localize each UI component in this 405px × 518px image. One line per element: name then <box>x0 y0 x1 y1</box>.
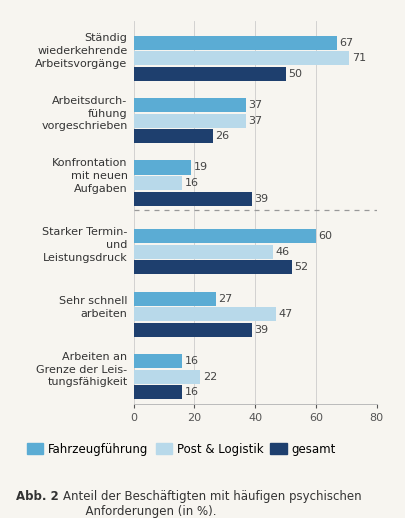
Bar <box>134 192 252 206</box>
Text: Arbeitsdurch-
fühung
vorgeschrieben: Arbeitsdurch- fühung vorgeschrieben <box>41 96 128 132</box>
Bar <box>134 323 252 337</box>
Bar <box>134 161 192 175</box>
Bar <box>134 245 273 259</box>
Bar <box>134 229 316 243</box>
Text: 37: 37 <box>248 116 262 126</box>
Text: 46: 46 <box>276 247 290 257</box>
Bar <box>134 113 246 127</box>
Text: 39: 39 <box>254 194 269 204</box>
Text: 16: 16 <box>185 387 199 397</box>
Text: 26: 26 <box>215 131 229 141</box>
Text: Ständig
wiederkehrende
Arbeitsvorgänge: Ständig wiederkehrende Arbeitsvorgänge <box>35 33 128 69</box>
Bar <box>134 67 286 81</box>
Text: 39: 39 <box>254 325 269 335</box>
Bar <box>134 36 337 50</box>
Text: 27: 27 <box>218 294 232 304</box>
Text: Arbeiten an
Grenze der Leis-
tungsfähigkeit: Arbeiten an Grenze der Leis- tungsfähigk… <box>36 352 128 387</box>
Text: 52: 52 <box>294 263 308 272</box>
Text: 50: 50 <box>288 69 302 79</box>
Bar <box>134 176 182 190</box>
Text: Konfrontation
mit neuen
Aufgaben: Konfrontation mit neuen Aufgaben <box>52 159 128 194</box>
Text: Abb. 2: Abb. 2 <box>16 490 59 502</box>
Bar <box>134 370 200 384</box>
Bar <box>134 307 276 321</box>
Text: 71: 71 <box>352 53 366 63</box>
Text: 22: 22 <box>203 372 217 382</box>
Text: Starker Termin-
und
Leistungsdruck: Starker Termin- und Leistungsdruck <box>42 227 128 263</box>
Bar <box>134 385 182 399</box>
Text: Sehr schnell
arbeiten: Sehr schnell arbeiten <box>59 296 128 319</box>
Bar <box>134 98 246 112</box>
Text: 60: 60 <box>318 231 333 241</box>
Text: 16: 16 <box>185 356 199 366</box>
Text: 19: 19 <box>194 163 208 172</box>
Text: 47: 47 <box>279 309 293 319</box>
Bar <box>134 292 215 306</box>
Text: Anteil der Beschäftigten mit häufigen psychischen
      Anforderungen (in %).: Anteil der Beschäftigten mit häufigen ps… <box>63 490 361 517</box>
Bar <box>134 51 349 65</box>
Bar <box>134 261 292 275</box>
Text: 37: 37 <box>248 100 262 110</box>
Text: 16: 16 <box>185 178 199 188</box>
Legend: Fahrzeugführung, Post & Logistik, gesamt: Fahrzeugführung, Post & Logistik, gesamt <box>22 438 341 461</box>
Bar <box>134 129 213 143</box>
Bar <box>134 354 182 368</box>
Text: 67: 67 <box>339 38 354 48</box>
